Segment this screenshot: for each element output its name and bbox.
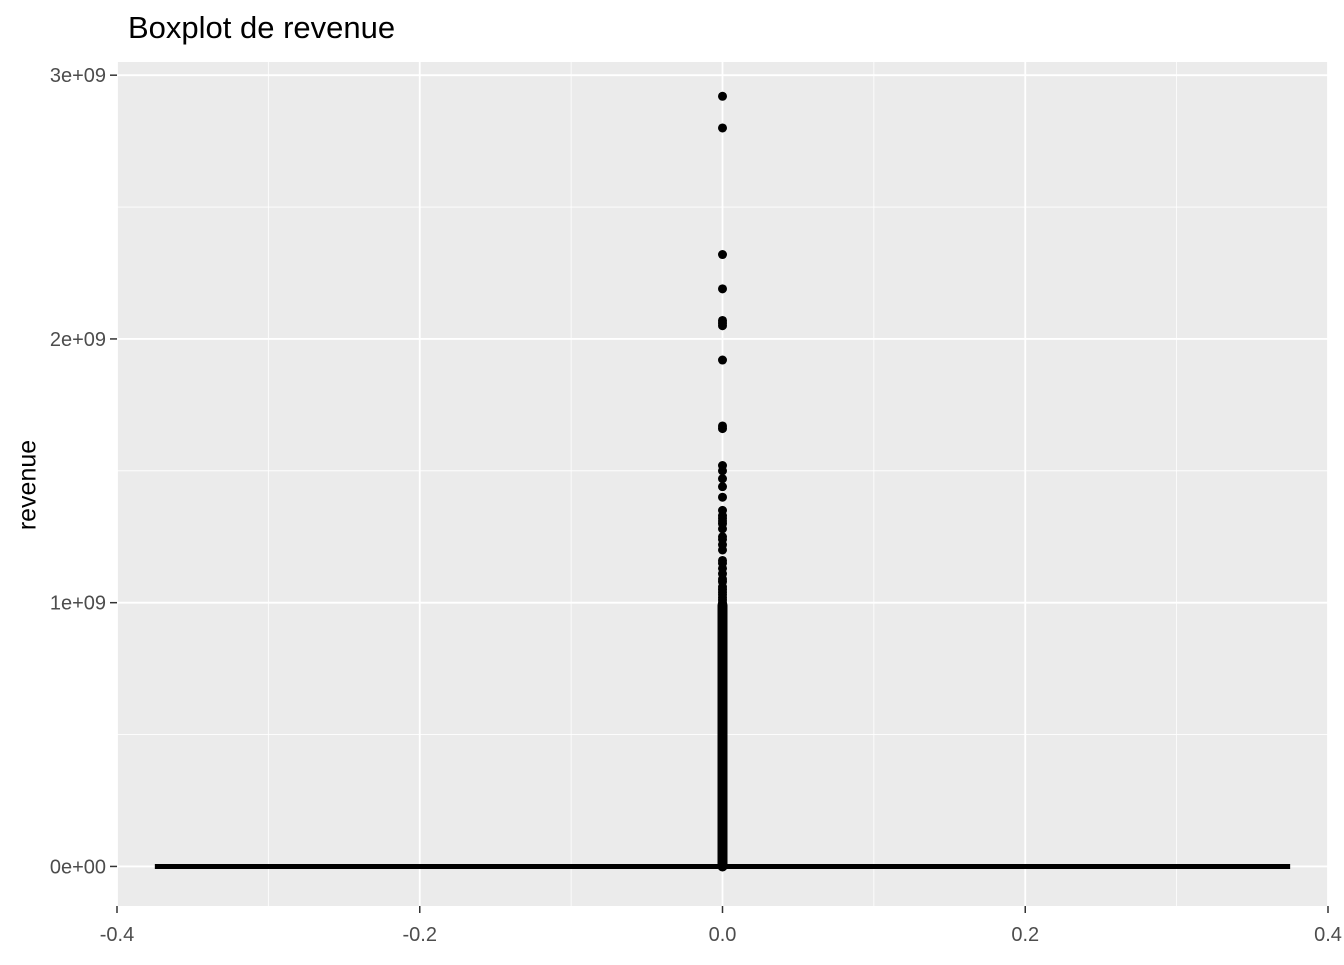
outlier-point: [718, 492, 727, 502]
outlier-point: [718, 598, 727, 608]
outlier-point: [718, 321, 727, 331]
outlier-point: [718, 250, 727, 260]
y-tick-label: 1e+09: [50, 593, 106, 615]
y-tick-label: 2e+09: [50, 329, 106, 351]
outlier-point: [718, 482, 727, 492]
outlier-point: [718, 424, 727, 434]
outlier-point: [718, 545, 727, 555]
outlier-point: [718, 91, 727, 101]
outlier-point: [718, 355, 727, 365]
outlier-point: [718, 474, 727, 484]
outlier-point: [718, 123, 727, 133]
y-tick-label: 0e+00: [50, 856, 106, 878]
chart-title: Boxplot de revenue: [128, 10, 396, 45]
y-tick-label: 3e+09: [50, 65, 106, 87]
x-tick-label: 0.2: [1011, 924, 1039, 946]
x-tick-label: 0.4: [1314, 924, 1342, 946]
outlier-point: [718, 466, 727, 476]
x-tick-label: -0.2: [403, 924, 437, 946]
x-tick-label: -0.4: [100, 924, 134, 946]
outlier-point: [718, 524, 727, 534]
y-axis-label: revenue: [13, 439, 42, 531]
x-tick-label: 0.0: [709, 924, 737, 946]
outlier-point: [718, 284, 727, 294]
